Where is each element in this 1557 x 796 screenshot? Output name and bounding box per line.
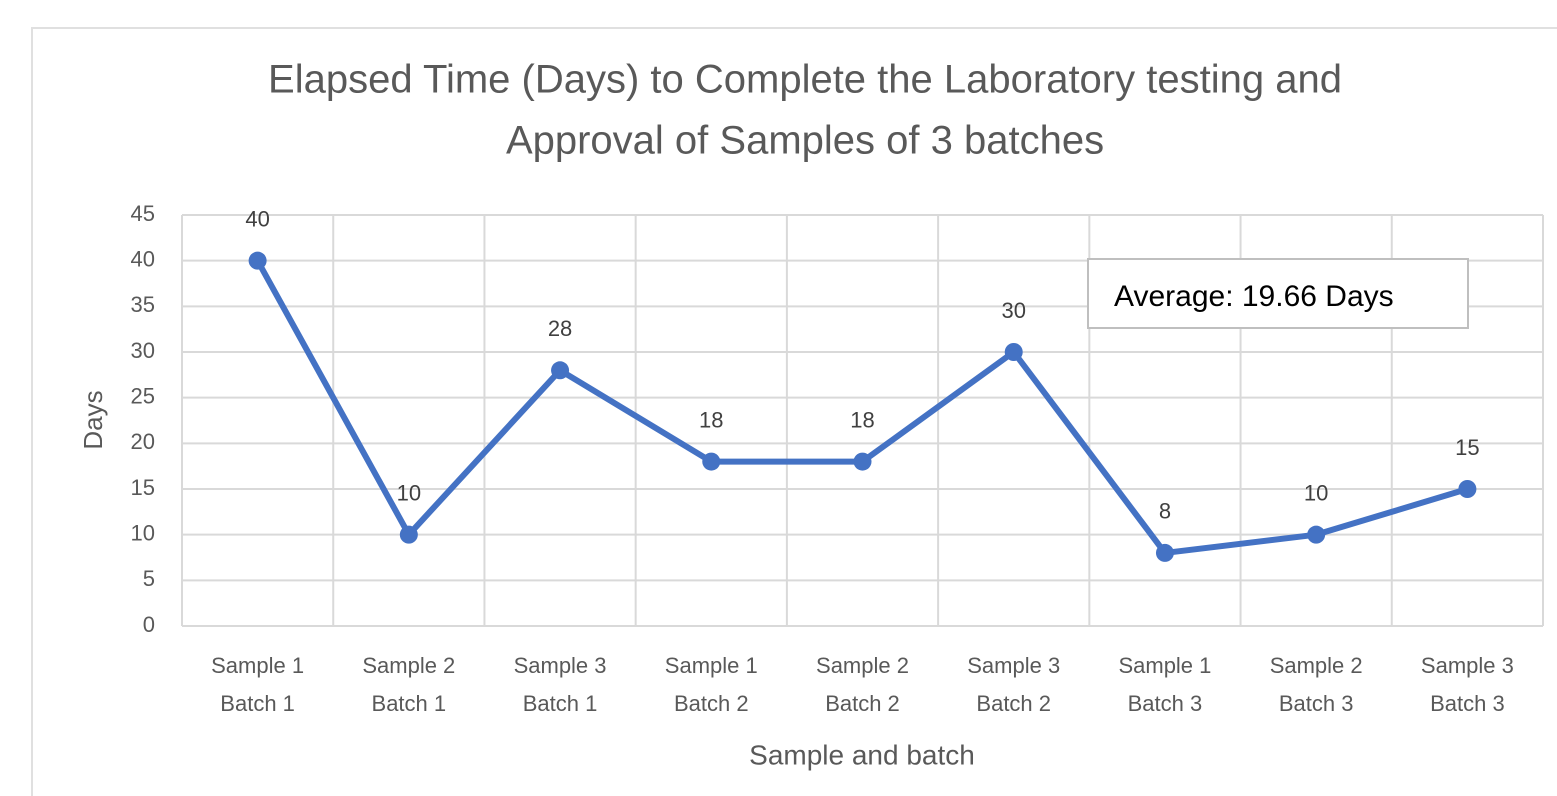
x-tick-label: Sample 2 Batch 3 (1270, 653, 1363, 716)
annotation-box (1087, 258, 1469, 329)
y-tick-label: 0 (143, 612, 155, 637)
data-label: 10 (397, 480, 421, 505)
y-axis-label: Days (78, 390, 108, 449)
x-tick-label: Sample 3 Batch 1 (514, 653, 607, 716)
x-tick-label-line: Batch 2 (976, 691, 1051, 716)
data-label: 18 (850, 407, 874, 432)
x-tick-label: Sample 2 Batch 2 (816, 653, 909, 716)
x-tick-label-line: Batch 3 (1279, 691, 1354, 716)
chart-title: Elapsed Time (Days) to Complete the Labo… (268, 58, 1342, 102)
annotation: Average: 19.66 Days (1114, 280, 1394, 313)
x-tick-label-line: Batch 2 (825, 691, 900, 716)
x-tick-label-line: Batch 1 (372, 691, 447, 716)
marker (551, 361, 570, 380)
data-label: 18 (699, 407, 723, 432)
y-tick-label: 10 (131, 520, 155, 545)
x-tick-label: Sample 3 Batch 2 (967, 653, 1060, 716)
x-tick-label-line: Batch 2 (674, 691, 749, 716)
x-tick-label-line: Batch 1 (523, 691, 598, 716)
marker (1458, 480, 1477, 498)
data-label: 8 (1159, 499, 1171, 524)
marker (248, 251, 267, 270)
x-tick-label: Sample 1 Batch 3 (1118, 653, 1211, 716)
data-label: 40 (245, 206, 269, 231)
data-label: 30 (1001, 298, 1025, 323)
marker (1307, 525, 1326, 544)
marker (1004, 343, 1023, 361)
y-tick-label: 35 (131, 292, 155, 317)
data-label: 10 (1304, 480, 1328, 505)
y-tick-label: 30 (131, 338, 155, 363)
x-tick-label-line: Sample 2 (362, 653, 455, 678)
y-tick-label: 40 (131, 246, 155, 271)
x-tick-label-line: Sample 1 (211, 653, 304, 678)
x-tick-label-line: Sample 2 (1270, 653, 1363, 678)
x-tick-label-line: Sample 2 (816, 653, 909, 678)
data-label: 15 (1455, 435, 1479, 460)
x-tick-label-line: Batch 1 (220, 691, 295, 716)
x-tick-label: Sample 3 Batch 3 (1421, 653, 1514, 716)
chart-frame (31, 27, 1557, 796)
marker (1155, 543, 1174, 562)
y-tick-label: 20 (131, 429, 155, 454)
x-tick-label-line: Sample 1 (1118, 653, 1211, 678)
x-tick-label-line: Batch 3 (1430, 691, 1505, 716)
x-tick-label: Sample 1 Batch 1 (211, 653, 304, 716)
x-tick-label: Sample 2 Batch 1 (362, 653, 455, 716)
marker (399, 525, 418, 544)
x-tick-label-line: Sample 3 (1421, 653, 1514, 678)
x-tick-label-line: Batch 3 (1128, 691, 1203, 716)
x-tick-label-line: Sample 1 (665, 653, 758, 678)
marker (702, 452, 721, 471)
x-tick-label-line: Sample 3 (967, 653, 1060, 678)
x-tick-label: Sample 1 Batch 2 (665, 653, 758, 716)
x-axis-label: Sample and batch (749, 739, 975, 770)
marker (853, 452, 872, 471)
data-label: 28 (548, 316, 572, 341)
y-tick-label: 25 (131, 383, 155, 408)
chart-title: Approval of Samples of 3 batches (506, 119, 1104, 163)
y-tick-label: 5 (143, 566, 155, 591)
x-tick-label-line: Sample 3 (514, 653, 607, 678)
y-tick-label: 45 (131, 201, 155, 226)
y-tick-label: 15 (131, 475, 155, 500)
